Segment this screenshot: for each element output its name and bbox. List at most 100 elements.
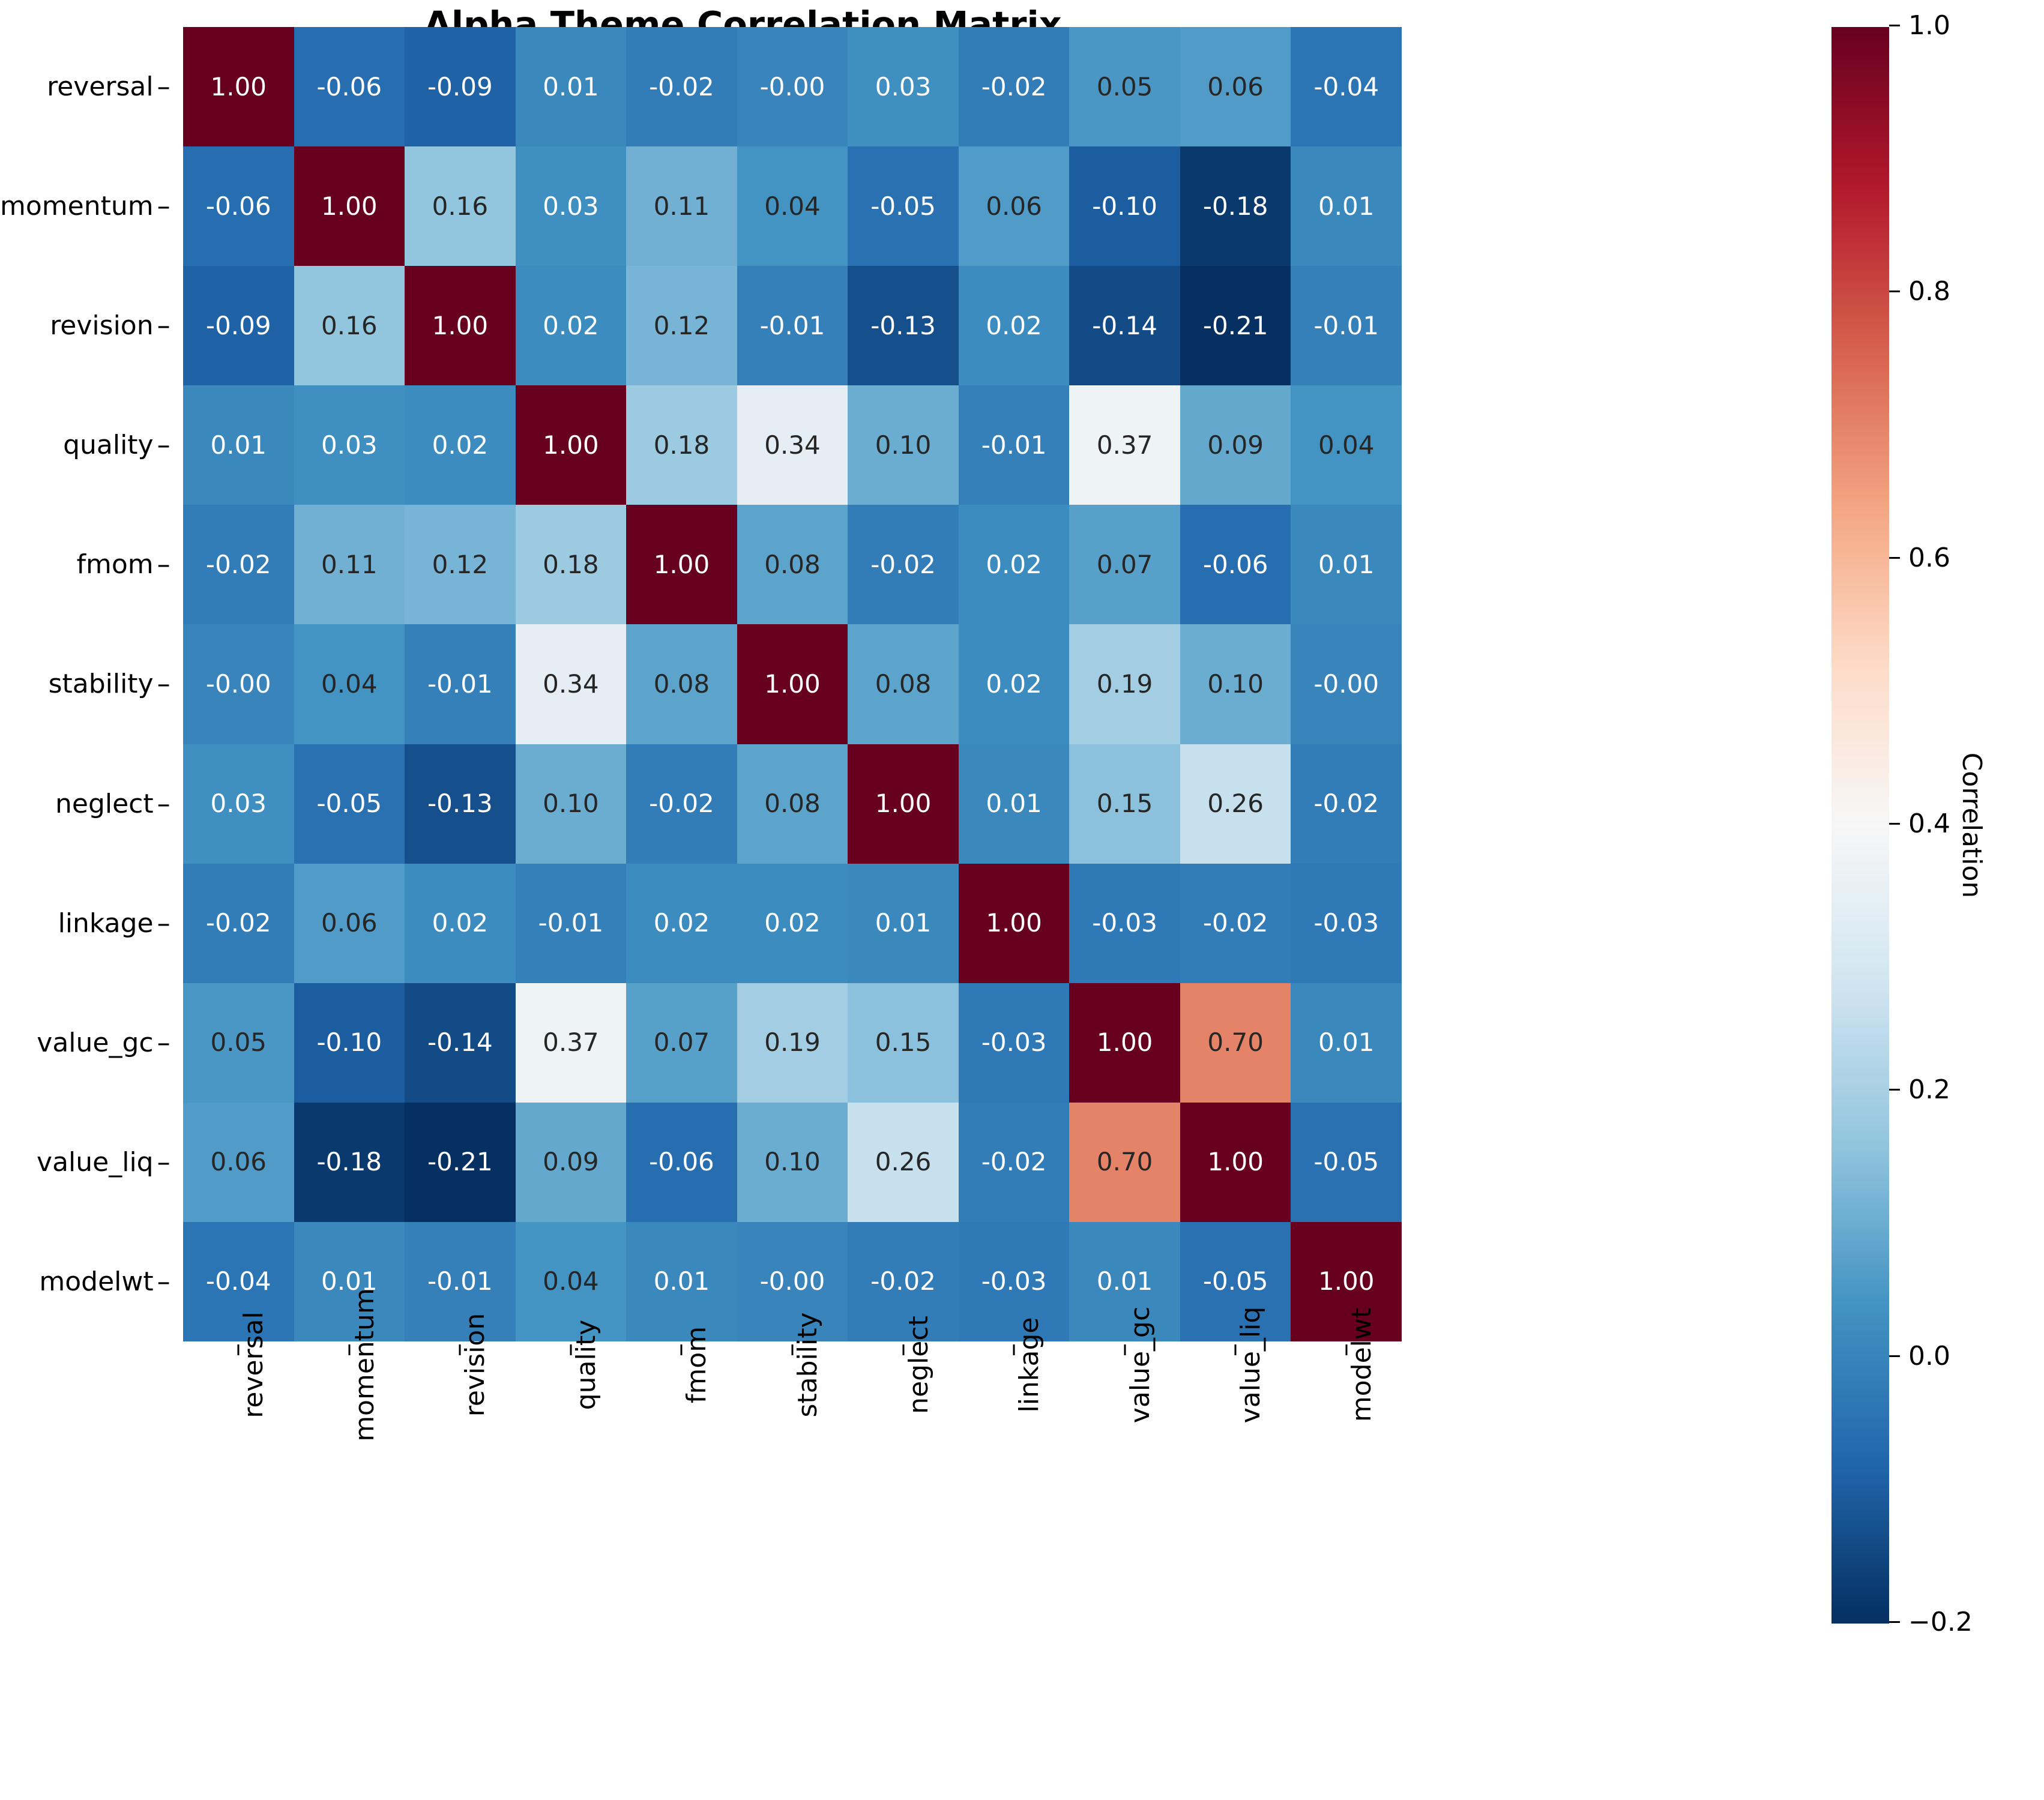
heatmap-cell: 0.02 <box>626 863 737 983</box>
x-axis-tick-label: linkage <box>1014 1317 1045 1413</box>
colorbar-tick-mark <box>1889 1621 1900 1623</box>
heatmap-cell: 0.19 <box>737 983 848 1103</box>
heatmap-cell: 1.00 <box>183 27 294 147</box>
heatmap-cell: 0.02 <box>958 624 1070 744</box>
colorbar-tick: 0.4 <box>1889 808 1950 839</box>
colorbar-tick: 0.8 <box>1889 276 1950 307</box>
heatmap-cell: -0.09 <box>405 27 516 147</box>
heatmap-cell: -0.05 <box>294 744 405 864</box>
y-axis-tick: value_gc – <box>0 983 170 1103</box>
x-axis-tick-label: fmom <box>681 1326 713 1404</box>
colorbar-tick-mark <box>1889 1355 1900 1357</box>
heatmap-cell: 0.06 <box>183 1102 294 1222</box>
heatmap-cell: 0.04 <box>737 146 848 266</box>
x-axis-tick: revision <box>405 1313 516 1597</box>
heatmap-cell: -0.02 <box>1180 863 1291 983</box>
colorbar-tick-mark <box>1889 556 1900 559</box>
y-axis-tick: momentum – <box>0 146 170 266</box>
heatmap-cell: -0.01 <box>737 266 848 386</box>
colorbar-tick-label: 0.4 <box>1908 808 1950 839</box>
colorbar-tick: 0.6 <box>1889 543 1950 573</box>
y-axis-tick-mark: – <box>157 1027 170 1058</box>
heatmap-cell: -0.02 <box>183 863 294 983</box>
heatmap-cell: 0.26 <box>1180 744 1291 864</box>
heatmap-cell: 0.34 <box>737 385 848 505</box>
y-axis-tick: quality – <box>0 385 170 505</box>
y-axis-tick-mark: – <box>157 191 170 222</box>
heatmap-cell: -0.10 <box>1069 146 1180 266</box>
y-axis-tick-mark: – <box>157 1146 170 1178</box>
x-axis-tick: fmom <box>626 1326 737 1597</box>
heatmap-cell: 0.07 <box>626 983 737 1103</box>
colorbar: 1.0 0.8 0.6 0.4 0.2 0.0 −0.2 <box>1831 10 1973 1637</box>
heatmap-cell: 0.16 <box>405 146 516 266</box>
y-axis-tick: modelwt – <box>0 1222 170 1341</box>
heatmap-cell: -0.09 <box>183 266 294 386</box>
heatmap-cell: 1.00 <box>1069 983 1180 1103</box>
x-axis-tick-label: quality <box>570 1319 601 1410</box>
x-axis-tick-label: momentum <box>349 1288 380 1442</box>
y-axis-tick-mark: – <box>157 430 170 461</box>
heatmap-cell: 0.70 <box>1069 1102 1180 1222</box>
heatmap-cell: 0.09 <box>515 1102 627 1222</box>
heatmap-cell: 0.08 <box>737 505 848 625</box>
y-axis-tick: stability – <box>0 624 170 744</box>
y-axis-tick-mark: – <box>157 310 170 342</box>
heatmap-cell: -0.06 <box>294 27 405 147</box>
heatmap-cell: 1.00 <box>958 863 1070 983</box>
heatmap-cell: 0.37 <box>515 983 627 1103</box>
x-axis-tick: reversal <box>183 1311 294 1597</box>
y-axis-tick-label: modelwt <box>39 1266 154 1297</box>
heatmap-cell: 0.18 <box>515 505 627 625</box>
colorbar-tick: 0.0 <box>1889 1341 1950 1371</box>
heatmap-cell: 0.02 <box>405 863 516 983</box>
heatmap-cell: 0.03 <box>183 744 294 864</box>
y-axis-tick: linkage – <box>0 864 170 983</box>
x-axis-tick: modelwt <box>1291 1308 1402 1597</box>
heatmap-cell: -0.00 <box>737 27 848 147</box>
heatmap-cell: 0.15 <box>848 983 959 1103</box>
heatmap-cell: 0.02 <box>958 266 1070 386</box>
x-axis-tick-label: value_liq <box>1235 1306 1267 1424</box>
heatmap-cell: 0.01 <box>1291 505 1402 625</box>
heatmap-cell: 0.05 <box>183 983 294 1103</box>
heatmap-cell: 0.08 <box>848 624 959 744</box>
heatmap-cell: 0.01 <box>183 385 294 505</box>
heatmap-cell: 0.11 <box>294 505 405 625</box>
x-axis-tick-label: value_gc <box>1124 1306 1156 1424</box>
x-axis-tick-mark <box>1345 1344 1348 1355</box>
heatmap-cell: 0.08 <box>737 744 848 864</box>
y-axis-tick-label: linkage <box>58 908 154 939</box>
heatmap-cell: 0.01 <box>515 27 627 147</box>
heatmap-cell: -0.05 <box>1180 1221 1291 1341</box>
colorbar-tick-mark <box>1889 1089 1900 1091</box>
y-axis-tick-label: momentum <box>0 191 154 222</box>
colorbar-gradient <box>1831 27 1889 1624</box>
heatmap-cell: 0.10 <box>515 744 627 864</box>
x-axis-tick-label: revision <box>460 1313 491 1417</box>
x-axis-tick-mark <box>902 1344 905 1355</box>
x-axis-tick-mark <box>1013 1344 1015 1355</box>
y-axis-tick: revision – <box>0 266 170 385</box>
y-axis-tick-label: quality <box>63 430 154 461</box>
heatmap-cell: 1.00 <box>1291 1221 1402 1341</box>
colorbar-axis-label: Correlation <box>1956 752 1987 898</box>
heatmap-cell: 0.09 <box>1180 385 1291 505</box>
heatmap-cell: 0.70 <box>1180 983 1291 1103</box>
heatmap-cell: 1.00 <box>848 744 959 864</box>
heatmap-cell: -0.02 <box>958 27 1070 147</box>
heatmap-cell: 1.00 <box>405 266 516 386</box>
heatmap-cell: -0.02 <box>848 1221 959 1341</box>
heatmap-cell: 0.01 <box>294 1221 405 1341</box>
heatmap-cell: 1.00 <box>294 146 405 266</box>
heatmap-cell: 0.08 <box>626 624 737 744</box>
heatmap-cell: -0.03 <box>1069 863 1180 983</box>
x-axis-tick-labels: reversal momentum revision quality fmom stabi… <box>183 1288 1402 1597</box>
heatmap-cell: -0.04 <box>183 1221 294 1341</box>
heatmap-cell: 0.04 <box>1291 385 1402 505</box>
heatmap-cell: 0.02 <box>958 505 1070 625</box>
x-axis-tick-mark <box>791 1344 794 1355</box>
y-axis-tick-label: fmom <box>76 549 154 580</box>
heatmap-cell: 1.00 <box>626 505 737 625</box>
heatmap-cell: 0.16 <box>294 266 405 386</box>
